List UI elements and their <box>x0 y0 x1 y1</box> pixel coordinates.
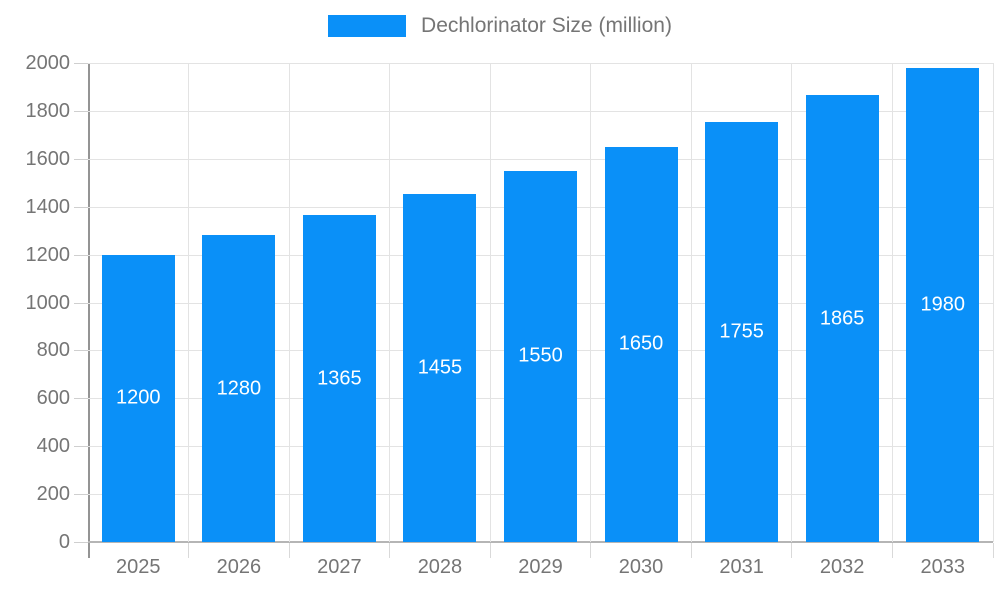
y-axis-label: 400 <box>36 435 70 458</box>
y-tick <box>74 63 88 64</box>
bar-value-label: 1980 <box>920 293 965 316</box>
x-axis-label: 2031 <box>719 556 764 578</box>
plot-area: 1200 1280 1365 1455 1550 1650 1755 1865 1980 <box>88 63 994 542</box>
bar-value-label: 1200 <box>116 386 161 409</box>
bar[interactable] <box>906 67 980 542</box>
bar-value-label: 1755 <box>719 320 764 343</box>
y-axis-line <box>88 63 90 558</box>
bar[interactable] <box>202 235 276 542</box>
legend-item[interactable]: Dechlorinator Size (million) <box>0 14 1000 38</box>
x-gridline <box>590 63 592 542</box>
y-tick <box>74 446 88 448</box>
y-tick <box>74 350 88 352</box>
bar-value-label: 1865 <box>819 307 865 330</box>
y-axis-label: 1600 <box>25 147 71 170</box>
y-tick <box>74 398 88 400</box>
x-tick <box>590 543 592 558</box>
y-tick <box>74 494 88 496</box>
y-tick <box>74 542 88 543</box>
bar[interactable] <box>101 254 175 542</box>
bar[interactable] <box>805 95 879 542</box>
x-axis-label: 2033 <box>920 556 965 578</box>
x-axis-label: 2026 <box>216 556 262 578</box>
x-axis-line <box>88 541 993 543</box>
y-gridline <box>88 63 993 64</box>
bar[interactable] <box>302 215 376 542</box>
y-axis-label: 0 <box>58 531 70 553</box>
x-tick <box>288 543 290 558</box>
x-axis-label: 2025 <box>116 556 161 578</box>
bar[interactable] <box>403 193 477 542</box>
x-gridline <box>891 63 893 542</box>
legend-label: Dechlorinator Size (million) <box>421 14 672 37</box>
x-gridline <box>288 63 290 542</box>
bar[interactable] <box>604 146 678 542</box>
x-axis-label: 2029 <box>518 556 563 578</box>
bar[interactable] <box>504 170 577 542</box>
x-tick <box>791 543 793 558</box>
y-tick <box>74 302 88 304</box>
y-axis-label: 1800 <box>25 99 71 122</box>
y-axis-label: 1200 <box>25 243 71 266</box>
y-axis-label: 2000 <box>25 52 71 74</box>
x-axis-label: 2028 <box>417 556 463 578</box>
y-tick <box>74 254 88 256</box>
x-tick <box>690 543 692 558</box>
y-tick <box>74 110 88 112</box>
x-tick <box>992 543 994 558</box>
x-gridline <box>389 63 391 542</box>
y-axis-label: 800 <box>36 339 70 362</box>
x-tick <box>389 543 391 558</box>
bar-value-label: 1650 <box>618 332 664 355</box>
x-gridline <box>690 63 692 542</box>
x-axis-label: 2027 <box>317 556 362 578</box>
x-tick <box>188 543 190 558</box>
y-gridline <box>88 158 993 160</box>
x-tick <box>489 543 491 558</box>
y-axis-label: 1400 <box>25 195 71 218</box>
y-tick <box>74 206 88 208</box>
bar[interactable] <box>705 121 779 542</box>
y-axis-label: 600 <box>36 387 70 410</box>
y-axis-label: 1000 <box>25 291 71 314</box>
bar-value-label: 1365 <box>317 367 362 390</box>
x-gridline <box>188 63 190 542</box>
x-gridline <box>992 63 994 542</box>
x-tick <box>891 543 893 558</box>
bar-value-label: 1455 <box>417 356 463 379</box>
x-gridline <box>791 63 793 542</box>
bar-value-label: 1280 <box>216 377 262 400</box>
y-axis-label: 200 <box>36 483 70 506</box>
x-axis-label: 2030 <box>618 556 664 578</box>
y-gridline <box>88 110 993 112</box>
x-axis-label: 2032 <box>819 556 865 578</box>
bar-value-label: 1550 <box>518 344 563 367</box>
legend-swatch <box>328 15 407 37</box>
x-gridline <box>489 63 491 542</box>
y-tick <box>74 158 88 160</box>
